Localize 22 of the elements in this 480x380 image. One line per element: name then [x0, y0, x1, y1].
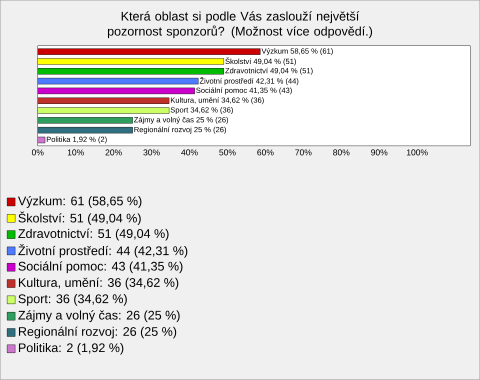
chart-title: Která oblast si podle Vás zaslouží největší pozornost sponzorů? (Možnost více odpovědí.) — [108, 11, 372, 38]
x-tick-label: 20% — [106, 149, 122, 156]
text: Sport: 36 (34,62 %) — [18, 294, 127, 306]
text: Výzkum: 61 (58,65 %) — [18, 196, 142, 208]
text: Zájmy a volný čas: 26 (25 %) — [18, 310, 180, 322]
text: Zdravotnictví: 51 (49,04 %) — [18, 228, 169, 241]
x-tick-label: 10% — [68, 149, 84, 156]
x-tick-label: 90% — [371, 149, 388, 156]
x-tick-label: 50% — [219, 149, 236, 156]
text: Politika: 2 (1,92 %) — [18, 343, 124, 355]
x-tick-label: 80% — [333, 149, 350, 156]
x-tick-label: 30% — [143, 149, 160, 156]
text: Kultura, umění: 36 (34,62 %) — [18, 278, 178, 290]
x-tick-label: 40% — [181, 149, 198, 156]
x-tick-label: 60% — [257, 149, 274, 156]
text: Životní prostředí: 44 (42,31 %) — [18, 244, 188, 258]
text: Regionální rozvoj: 26 (25 %) — [18, 326, 176, 338]
text: Školství: 51 (49,04 %) — [18, 212, 141, 226]
x-tick-label: 70% — [295, 149, 312, 156]
x-tick-label: 0% — [32, 149, 44, 156]
x-tick-label: 100% — [406, 149, 428, 156]
text: Sociální pomoc: 43 (41,35 %) — [18, 261, 182, 274]
